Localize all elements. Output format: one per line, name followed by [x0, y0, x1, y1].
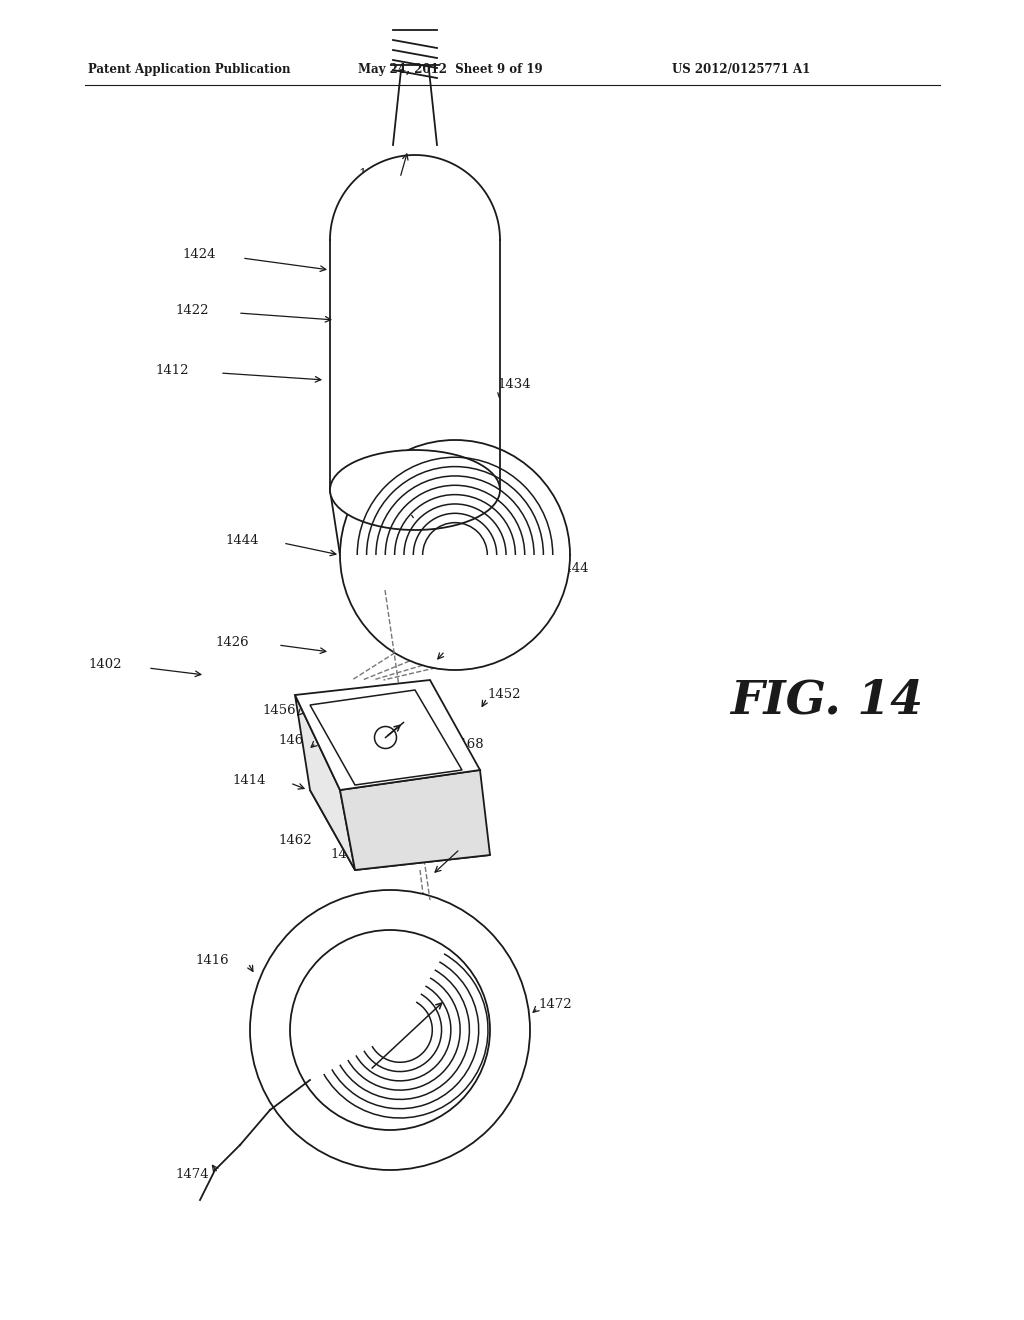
Polygon shape — [310, 775, 490, 870]
Ellipse shape — [330, 450, 500, 531]
Polygon shape — [295, 680, 480, 789]
Text: 1464: 1464 — [365, 751, 398, 764]
Polygon shape — [330, 154, 500, 240]
Text: 1414: 1414 — [232, 774, 265, 787]
Text: 1424: 1424 — [182, 248, 215, 261]
Text: FIG. 14: FIG. 14 — [730, 677, 923, 723]
Text: 1402: 1402 — [88, 659, 122, 672]
Text: 1474: 1474 — [175, 1168, 209, 1181]
Text: 1444: 1444 — [555, 561, 589, 574]
Text: 1456: 1456 — [262, 704, 296, 717]
Text: 1454: 1454 — [330, 849, 364, 862]
Text: 1468: 1468 — [450, 738, 483, 751]
Text: 1434: 1434 — [497, 379, 530, 392]
Text: 1458: 1458 — [438, 642, 471, 655]
Ellipse shape — [340, 440, 570, 671]
Text: 1422: 1422 — [175, 304, 209, 317]
Text: 1466: 1466 — [278, 734, 311, 747]
Text: May 24, 2012  Sheet 9 of 19: May 24, 2012 Sheet 9 of 19 — [358, 63, 543, 77]
Text: 1426: 1426 — [215, 635, 249, 648]
Text: 1472: 1472 — [538, 998, 571, 1011]
Ellipse shape — [290, 931, 490, 1130]
Text: Patent Application Publication: Patent Application Publication — [88, 63, 291, 77]
Ellipse shape — [250, 890, 530, 1170]
Text: 1432: 1432 — [358, 169, 391, 181]
Text: 1460: 1460 — [455, 838, 488, 851]
Text: 1436: 1436 — [520, 549, 554, 561]
Text: 1452: 1452 — [487, 689, 520, 701]
Polygon shape — [310, 690, 462, 785]
Text: 1442: 1442 — [360, 503, 393, 516]
Polygon shape — [340, 770, 490, 870]
Text: 1416: 1416 — [195, 953, 228, 966]
Polygon shape — [295, 696, 355, 870]
Text: 1412: 1412 — [155, 363, 188, 376]
Text: 1462: 1462 — [278, 833, 311, 846]
Text: US 2012/0125771 A1: US 2012/0125771 A1 — [672, 63, 810, 77]
Polygon shape — [330, 240, 500, 490]
Text: 1444: 1444 — [225, 533, 258, 546]
